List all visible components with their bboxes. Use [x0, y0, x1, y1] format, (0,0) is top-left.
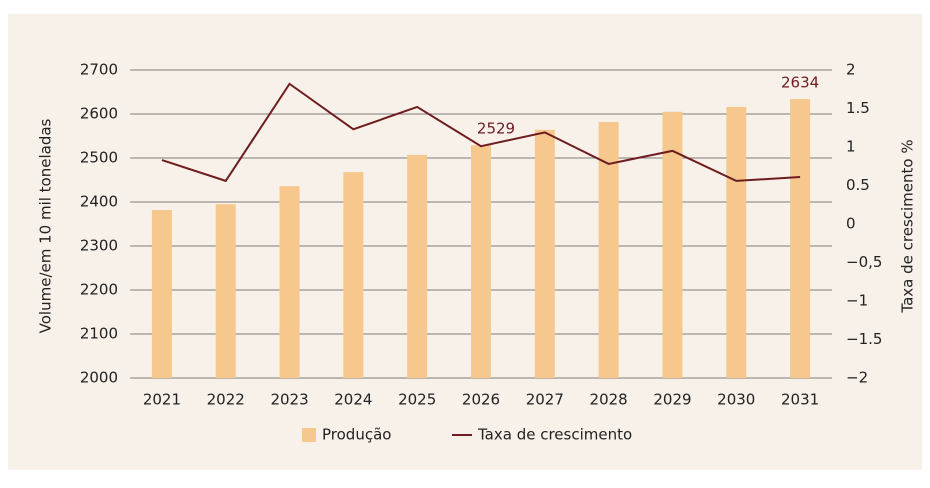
y2-tick-label: 1 [846, 138, 856, 156]
bar [215, 204, 236, 378]
x-tick-label: 2027 [526, 391, 564, 409]
y-tick-label: 2700 [80, 61, 118, 79]
y2-tick-label: −1 [846, 292, 868, 310]
x-tick-label: 2025 [398, 391, 436, 409]
data-label: 2634 [781, 74, 819, 92]
bar [279, 186, 300, 378]
x-tick-label: 2024 [334, 391, 372, 409]
bar [151, 209, 172, 378]
bar [598, 121, 619, 379]
bar [343, 172, 364, 378]
y-tick-label: 2100 [80, 325, 118, 343]
bar [790, 99, 811, 378]
y-tick-label: 2400 [80, 193, 118, 211]
y2-tick-label: 2 [846, 61, 856, 79]
y2-tick-label: −1.5 [846, 330, 882, 348]
legend-label: Taxa de crescimento [477, 426, 632, 444]
bar [534, 129, 555, 378]
y-tick-label: 2200 [80, 281, 118, 299]
bar [662, 111, 683, 379]
legend-label: Produção [322, 426, 391, 444]
bar [726, 106, 747, 379]
x-tick-label: 2022 [207, 391, 245, 409]
y2-tick-label: −2 [846, 369, 868, 387]
y2-tick-label: −0,5 [846, 253, 882, 271]
x-tick-label: 2021 [143, 391, 181, 409]
y-tick-label: 2500 [80, 149, 118, 167]
y2-axis-title: Taxa de crescimento % [899, 139, 917, 313]
line [161, 82, 801, 183]
x-tick-label: 2026 [462, 391, 500, 409]
x-tick-label: 2023 [270, 391, 308, 409]
legend-swatch [302, 428, 316, 442]
y2-tick-label: 0 [846, 215, 856, 233]
y-tick-label: 2600 [80, 105, 118, 123]
x-tick-label: 2028 [590, 391, 628, 409]
y2-tick-label: 1.5 [846, 99, 870, 117]
x-tick-label: 2029 [653, 391, 691, 409]
bar [407, 154, 428, 378]
y-tick-label: 2300 [80, 237, 118, 255]
x-tick-label: 2031 [781, 391, 819, 409]
data-label: 2529 [477, 120, 515, 138]
y-tick-label: 2000 [80, 369, 118, 387]
y-axis-title: Volume/em 10 mil toneladas [37, 118, 55, 333]
x-tick-label: 2030 [717, 391, 755, 409]
y2-tick-label: 0.5 [846, 176, 870, 194]
bar [471, 145, 491, 378]
